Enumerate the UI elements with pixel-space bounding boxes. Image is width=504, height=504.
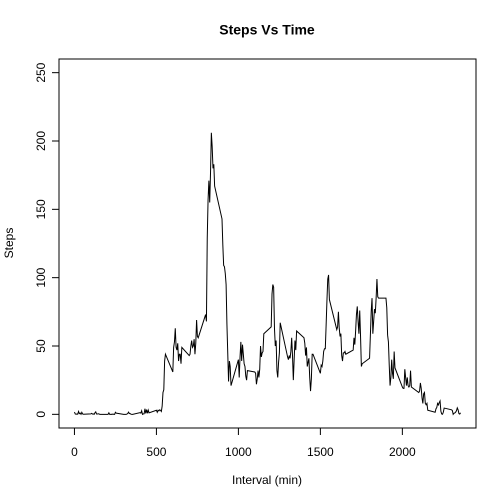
y-tick-label: 50 bbox=[34, 339, 48, 353]
y-tick-label: 250 bbox=[34, 62, 48, 82]
x-tick-label: 1500 bbox=[307, 445, 334, 459]
y-axis-label: Steps bbox=[2, 228, 16, 259]
chart-title: Steps Vs Time bbox=[219, 22, 315, 38]
x-axis-label: Interval (min) bbox=[232, 473, 302, 487]
y-tick-label: 0 bbox=[34, 411, 48, 418]
x-tick-label: 0 bbox=[71, 445, 78, 459]
y-tick-label: 100 bbox=[34, 267, 48, 287]
x-tick-label: 500 bbox=[146, 445, 166, 459]
data-line bbox=[73, 132, 461, 416]
plot-frame bbox=[58, 58, 477, 429]
x-tick-label: 1000 bbox=[225, 445, 252, 459]
y-tick-label: 150 bbox=[34, 199, 48, 219]
x-tick-label: 2000 bbox=[389, 445, 416, 459]
y-tick-label: 200 bbox=[34, 131, 48, 151]
